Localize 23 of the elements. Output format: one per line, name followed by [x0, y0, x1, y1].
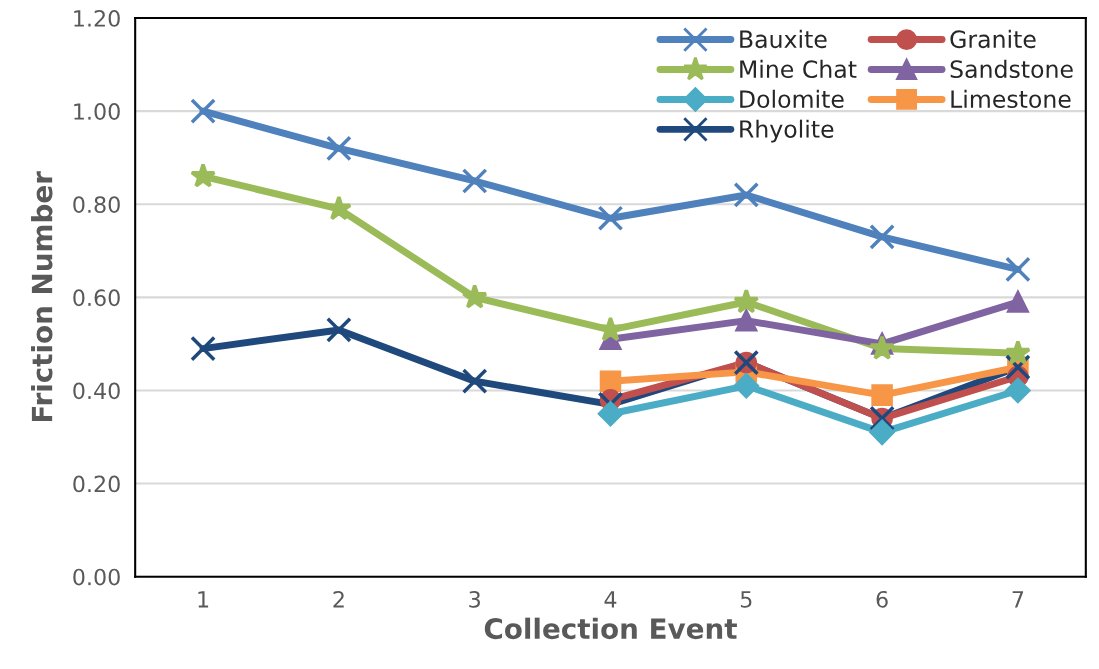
- y-tick-label: 1.00: [74, 103, 120, 120]
- y-tick-label: 1.20: [74, 10, 120, 27]
- x-tick-label: 1: [198, 591, 209, 608]
- legend-label: Rhyolite: [740, 119, 834, 143]
- y-tick-label: 0.60: [73, 289, 120, 307]
- x-tick-label: 5: [740, 591, 752, 608]
- x-tick-label: 7: [1012, 591, 1024, 608]
- x-axis-title: Collection Event: [484, 617, 737, 640]
- legend-label: Mine Chat: [740, 59, 857, 79]
- legend-label: Sandstone: [950, 59, 1073, 79]
- x-tick-label: 4: [604, 591, 617, 608]
- x-tick-label: 6: [876, 590, 888, 608]
- y-axis-title: Friction Number: [31, 171, 53, 422]
- y-tick-label: 0.20: [73, 475, 120, 493]
- x-tick-label: 3: [469, 590, 480, 608]
- legend-label: Dolomite: [740, 89, 844, 109]
- x-tick-label: 2: [333, 590, 344, 608]
- y-tick-label: 0.80: [73, 196, 120, 214]
- legend-label: Bauxite: [740, 29, 827, 49]
- legend-label: Limestone: [951, 89, 1071, 109]
- y-tick-label: 0.40: [73, 382, 120, 400]
- legend-label: Granite: [950, 29, 1036, 49]
- y-tick-label: 0.00: [73, 568, 120, 586]
